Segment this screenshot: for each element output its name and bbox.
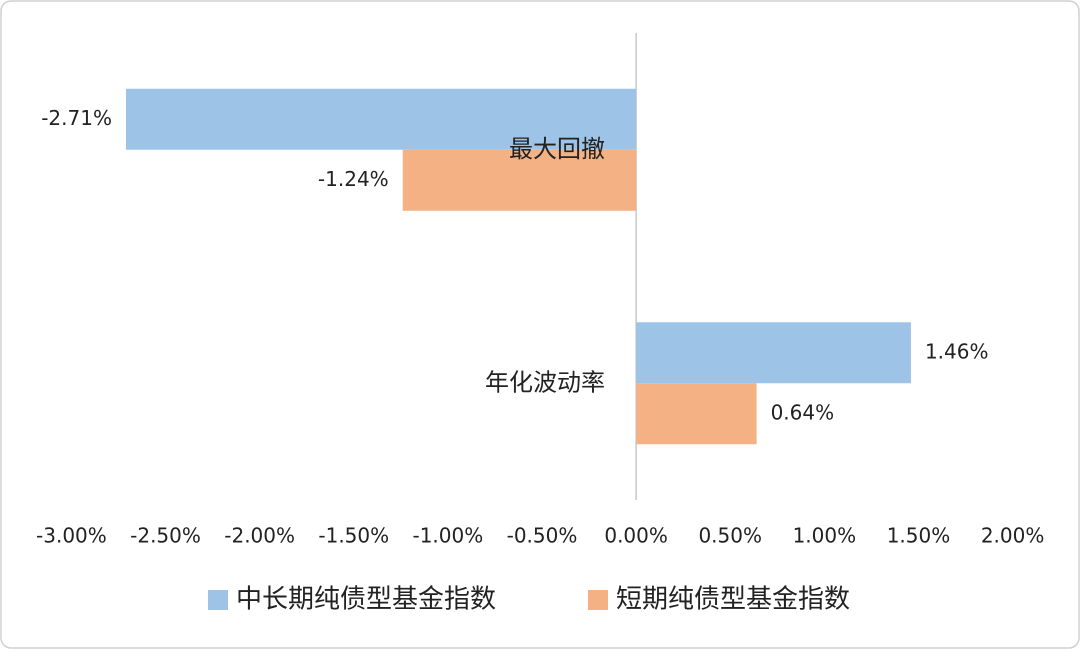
bar: [636, 322, 911, 384]
x-tick-label: 1.50%: [887, 524, 951, 548]
x-tick-label: -0.50%: [507, 524, 578, 548]
value-label: 1.46%: [925, 339, 989, 363]
category-label: 年化波动率: [485, 368, 605, 396]
value-label: -2.71%: [41, 106, 112, 130]
legend-label: 中长期纯债型基金指数: [236, 585, 496, 615]
x-tick-label: 0.00%: [604, 524, 668, 548]
bar: [636, 383, 757, 445]
x-tick-label: 0.50%: [698, 524, 762, 548]
bar: [402, 149, 637, 211]
x-tick-label: -1.00%: [412, 524, 483, 548]
value-label: -1.24%: [318, 167, 389, 191]
category-label: 最大回撤: [509, 135, 605, 163]
x-tick-label: 2.00%: [981, 524, 1045, 548]
value-label: 0.64%: [771, 400, 835, 424]
x-tick-label: -1.50%: [318, 524, 389, 548]
legend-swatch: [588, 590, 608, 610]
x-tick-label: -2.00%: [224, 524, 295, 548]
bar: [125, 88, 637, 150]
x-tick-label: -2.50%: [130, 524, 201, 548]
x-tick-label: 1.00%: [793, 524, 857, 548]
x-tick-label: -3.00%: [36, 524, 107, 548]
legend-swatch: [208, 590, 228, 610]
legend-label: 短期纯债型基金指数: [616, 585, 850, 615]
